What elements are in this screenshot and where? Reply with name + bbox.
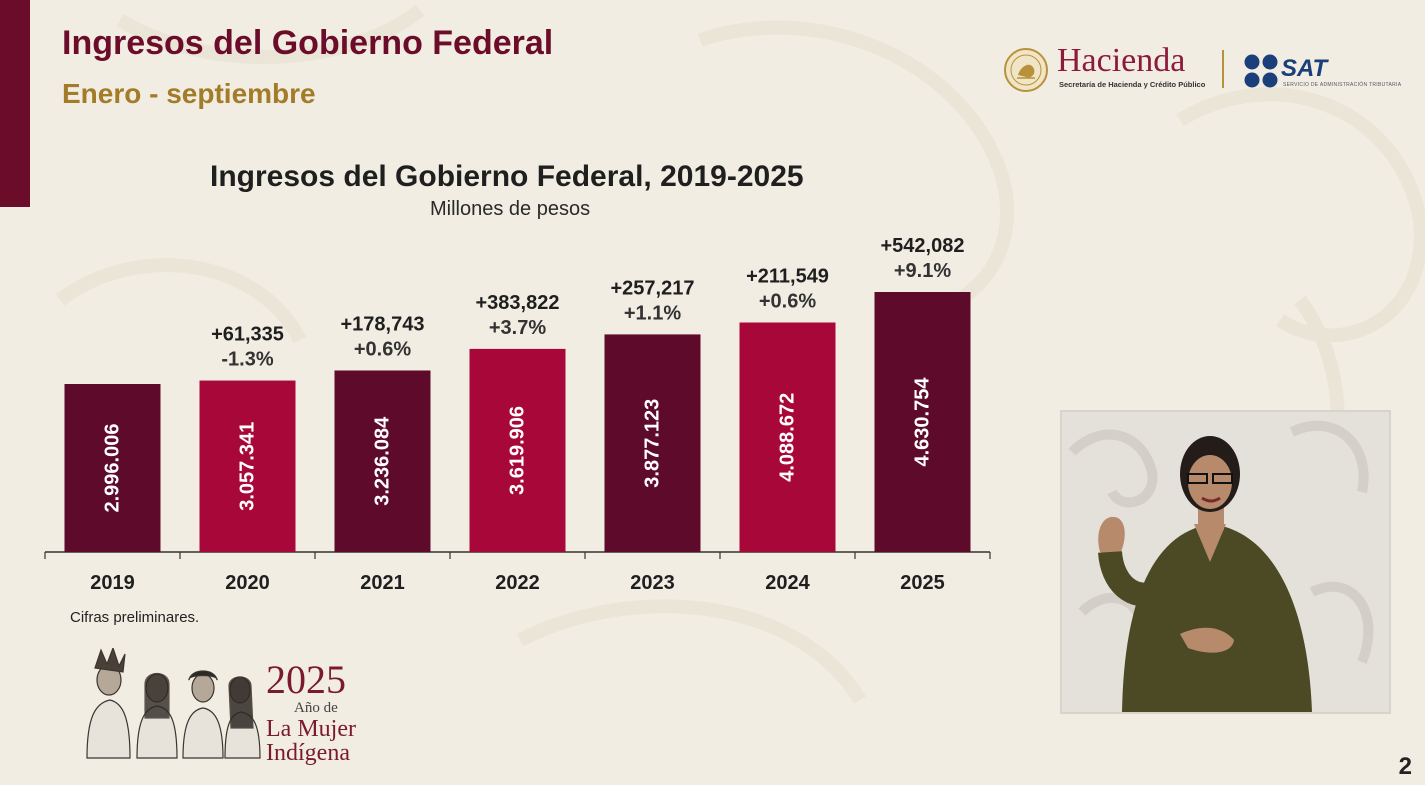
year-logo-line3: Indígena	[266, 740, 350, 766]
hacienda-logo-text: Hacienda	[1057, 42, 1186, 79]
change-absolute-label: +178,743	[341, 313, 425, 335]
change-absolute-label: +211,549	[746, 266, 829, 288]
logos: Hacienda Secretaría de Hacienda y Crédit…	[1003, 42, 1403, 94]
bar-value-label: 2.996.006	[102, 424, 124, 513]
bar-value-label: 4.088.672	[777, 393, 799, 482]
change-absolute-label: +542,082	[881, 235, 965, 257]
x-tick-label: 2024	[765, 572, 810, 594]
bar-2022	[469, 348, 566, 552]
change-absolute-label: +383,822	[476, 292, 560, 314]
bar-value-label: 3.619.906	[507, 406, 529, 495]
bar-value-label: 3.057.341	[237, 422, 259, 511]
bar-2021	[334, 370, 431, 552]
bar-2025	[874, 292, 971, 552]
sat-logo-text: SAT	[1281, 55, 1328, 82]
page-subtitle: Enero - septiembre	[62, 78, 316, 109]
change-percent-label: +0.6%	[759, 291, 816, 313]
change-percent-label: +0.6%	[354, 338, 411, 360]
sat-logo-subtext: SERVICIO DE ADMINISTRACIÓN TRIBUTARIA	[1283, 82, 1402, 88]
bar-value-label: 4.630.754	[912, 377, 934, 467]
chart-subtitle: Millones de pesos	[430, 198, 591, 220]
bar-2020	[199, 380, 296, 552]
year-logo-year: 2025	[266, 657, 346, 702]
indigenous-women-illustration	[86, 648, 261, 759]
year-logo-line1: Año de	[294, 700, 338, 716]
change-absolute-label: +61,335	[211, 324, 284, 346]
hacienda-logo-subtext: Secretaría de Hacienda y Crédito Público	[1059, 80, 1206, 89]
x-tick-label: 2025	[900, 572, 945, 594]
bar-2019	[64, 384, 161, 552]
change-absolute-label: +257,217	[611, 277, 695, 299]
sat-logo-icon	[1244, 54, 1278, 88]
change-percent-label: +3.7%	[489, 317, 546, 339]
bar-2024	[739, 322, 836, 552]
accent-strip	[0, 0, 30, 207]
page-number: 2	[1398, 753, 1412, 780]
x-tick-label: 2022	[495, 572, 540, 594]
x-tick-label: 2021	[360, 572, 405, 594]
interpreter-figure	[1062, 412, 1389, 712]
page-title: Ingresos del Gobierno Federal	[62, 24, 554, 62]
change-percent-label: +9.1%	[894, 260, 951, 282]
change-percent-label: -1.3%	[221, 349, 273, 371]
national-seal-icon	[1004, 48, 1048, 92]
x-tick-label: 2023	[630, 572, 675, 594]
year-logo-line2: La Mujer	[266, 716, 356, 742]
x-tick-label: 2020	[225, 572, 270, 594]
change-percent-label: +1.1%	[624, 302, 681, 324]
bar-2023	[604, 334, 701, 552]
sign-language-interpreter-video	[1060, 410, 1391, 714]
logo-divider	[1222, 50, 1224, 88]
x-tick-label: 2019	[90, 572, 135, 594]
bar-value-label: 3.236.084	[372, 416, 394, 506]
footnote: Cifras preliminares.	[70, 609, 200, 626]
bar-chart: 2.996.006 2019 3.057.341 2020 +61,335 -1.3% 3.…	[44, 235, 991, 594]
year-of-indigenous-woman-logo: 2025 Año de La Mujer Indígena	[266, 657, 356, 766]
chart-title: Ingresos del Gobierno Federal, 2019-2025	[210, 160, 804, 193]
bar-value-label: 3.877.123	[642, 399, 664, 488]
